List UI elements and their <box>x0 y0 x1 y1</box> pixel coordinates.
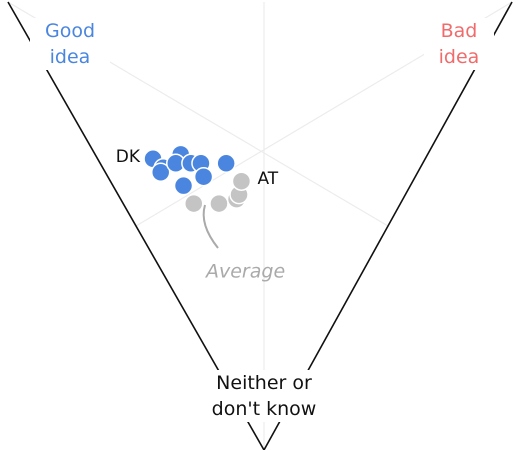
annotation: Average <box>204 261 285 283</box>
point <box>231 171 252 191</box>
corner-label: Bad idea <box>424 18 494 70</box>
point-label: DK <box>116 147 141 167</box>
annotation-pointer <box>202 204 219 249</box>
point <box>184 193 204 214</box>
point-label: AT <box>257 169 278 189</box>
corner-label: Neither or don't know <box>204 370 324 422</box>
point <box>193 166 214 187</box>
point <box>150 162 171 182</box>
corner-label: Good idea <box>30 18 110 70</box>
point <box>216 153 236 174</box>
point <box>209 193 229 214</box>
point <box>173 175 194 196</box>
